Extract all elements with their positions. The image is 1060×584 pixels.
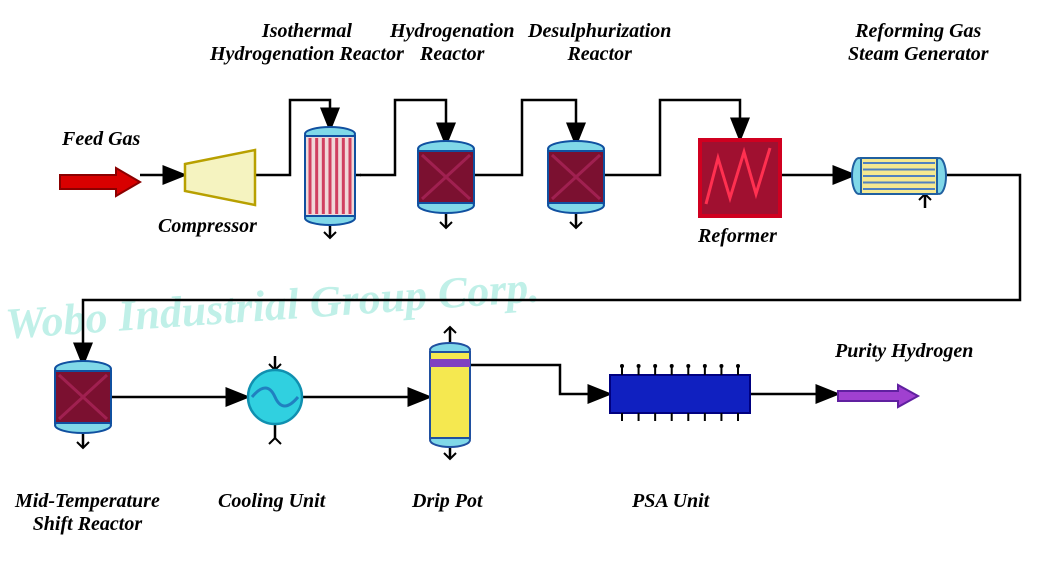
label-mid-temp: Mid-Temperature Shift Reactor <box>15 490 160 536</box>
label-iso-line1: Isothermal Hydrogenation Reactor <box>210 20 404 65</box>
label-desulf-reactor: Desulphurization Reactor <box>528 20 671 66</box>
label-hydro-text: Hydrogenation Reactor <box>390 20 514 65</box>
label-reform-gas-gen: Reforming Gas Steam Generator <box>848 20 989 66</box>
label-reformgas-text: Reforming Gas Steam Generator <box>848 20 989 65</box>
label-reformer: Reformer <box>698 225 777 248</box>
label-midtemp-text: Mid-Temperature Shift Reactor <box>15 490 160 535</box>
label-psa-unit: PSA Unit <box>632 490 709 513</box>
label-feed-gas: Feed Gas <box>62 128 140 151</box>
label-iso-reactor: Isothermal Hydrogenation Reactor <box>210 20 404 66</box>
label-drip-pot: Drip Pot <box>412 490 483 513</box>
label-compressor: Compressor <box>158 215 257 238</box>
label-cooling-unit: Cooling Unit <box>218 490 325 513</box>
label-purity-hydrogen: Purity Hydrogen <box>835 340 973 363</box>
label-hydro-reactor: Hydrogenation Reactor <box>390 20 514 66</box>
label-desulf-text: Desulphurization Reactor <box>528 20 671 65</box>
process-diagram: Wobo Industrial Group Corp. Feed Gas Com… <box>0 0 1060 584</box>
